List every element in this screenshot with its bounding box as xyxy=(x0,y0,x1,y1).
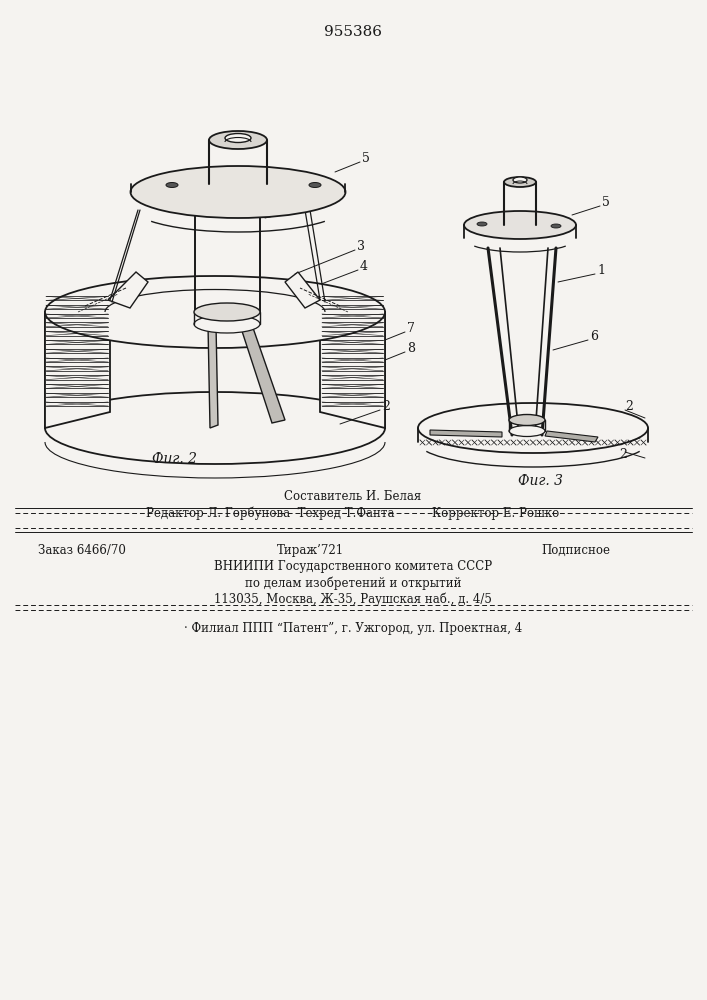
Text: 2: 2 xyxy=(619,448,627,460)
Polygon shape xyxy=(430,430,502,437)
Text: 4: 4 xyxy=(617,418,625,430)
Polygon shape xyxy=(285,272,320,308)
Polygon shape xyxy=(240,325,285,423)
Text: 2: 2 xyxy=(625,399,633,412)
Text: Фиг. 2: Фиг. 2 xyxy=(153,452,197,466)
Ellipse shape xyxy=(209,131,267,149)
Polygon shape xyxy=(545,431,598,442)
Ellipse shape xyxy=(509,426,545,436)
Polygon shape xyxy=(108,272,148,308)
Text: Подписное: Подписное xyxy=(541,544,610,557)
Text: 955386: 955386 xyxy=(324,25,382,39)
Text: по делам изобретений и открытий: по делам изобретений и открытий xyxy=(245,576,461,589)
Text: 113035, Москва, Ж-35, Раушская наб., д. 4/5: 113035, Москва, Ж-35, Раушская наб., д. … xyxy=(214,592,492,605)
Text: 6: 6 xyxy=(310,198,318,211)
Text: 5: 5 xyxy=(362,151,370,164)
Text: 7: 7 xyxy=(407,322,415,334)
Ellipse shape xyxy=(194,315,260,333)
Text: 8: 8 xyxy=(407,342,415,355)
Ellipse shape xyxy=(194,303,260,321)
Text: Составитель И. Белая: Составитель И. Белая xyxy=(284,490,421,503)
Ellipse shape xyxy=(131,166,346,218)
Text: Заказ 6466/70: Заказ 6466/70 xyxy=(38,544,126,557)
Text: · Филиал ППП “Патент”, г. Ужгород, ул. Проектная, 4: · Филиал ППП “Патент”, г. Ужгород, ул. П… xyxy=(184,622,522,635)
Text: ВНИИПИ Государственного комитета СССР: ВНИИПИ Государственного комитета СССР xyxy=(214,560,492,573)
Ellipse shape xyxy=(504,177,536,187)
Text: Фиг. 3: Фиг. 3 xyxy=(518,474,563,488)
Ellipse shape xyxy=(509,414,545,426)
Text: 3: 3 xyxy=(357,239,365,252)
Text: 2: 2 xyxy=(382,399,390,412)
Ellipse shape xyxy=(45,276,385,348)
Polygon shape xyxy=(45,300,110,428)
Ellipse shape xyxy=(225,133,251,142)
Polygon shape xyxy=(320,300,385,428)
Ellipse shape xyxy=(551,224,561,228)
Ellipse shape xyxy=(464,211,576,239)
Ellipse shape xyxy=(418,403,648,453)
Ellipse shape xyxy=(513,177,527,183)
Text: Тираж’721: Тираж’721 xyxy=(276,544,344,557)
Text: 1: 1 xyxy=(597,263,605,276)
Text: 4: 4 xyxy=(360,259,368,272)
Ellipse shape xyxy=(166,182,178,188)
Polygon shape xyxy=(208,325,218,428)
Text: 1: 1 xyxy=(312,182,320,194)
Text: 9: 9 xyxy=(612,434,620,446)
Text: 5: 5 xyxy=(602,196,610,209)
Ellipse shape xyxy=(309,182,321,188)
Text: Редактор Л. Горбунова  Техред Т.Фанта          Корректор Е. Рошко: Редактор Л. Горбунова Техред Т.Фанта Кор… xyxy=(146,506,560,520)
Ellipse shape xyxy=(45,392,385,464)
Ellipse shape xyxy=(477,222,487,226)
Text: 6: 6 xyxy=(590,330,598,342)
